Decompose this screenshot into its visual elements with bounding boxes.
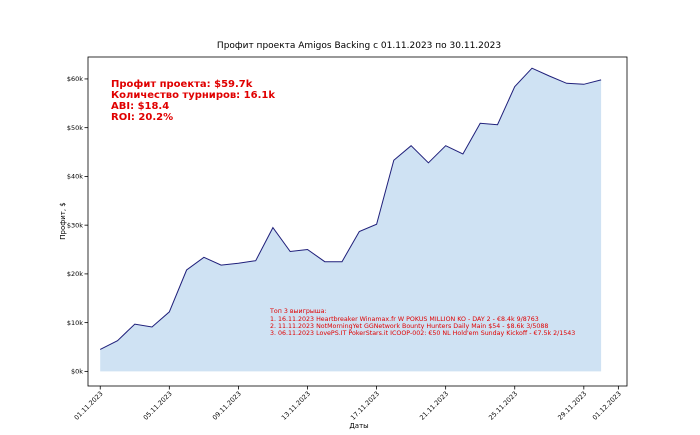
data-point-2023-11-19 xyxy=(410,144,413,147)
x-tick-label: 25.11.2023 xyxy=(487,390,519,422)
data-point-2023-11-13 xyxy=(306,248,309,251)
data-point-2023-11-17 xyxy=(375,223,378,226)
y-tick-label: $20k xyxy=(67,270,83,278)
data-point-2023-11-11 xyxy=(271,226,274,229)
x-tick-label: 17.11.2023 xyxy=(349,390,381,422)
y-tick-label: $30k xyxy=(67,221,83,229)
top-win-2: 2. 11.11.2023 NotMorningYet GGNetwork Bo… xyxy=(270,323,548,330)
top-wins-heading: Топ 3 выигрыша: xyxy=(269,308,327,315)
data-point-2023-11-29 xyxy=(582,83,585,86)
data-point-2023-11-07 xyxy=(202,256,205,259)
chart-title: Профит проекта Amigos Backing с 01.11.20… xyxy=(217,41,501,51)
data-point-2023-11-02 xyxy=(116,339,119,342)
stats-annotation: Профит проекта: $59.7k Количество турнир… xyxy=(111,78,275,123)
data-point-2023-11-01 xyxy=(99,348,102,351)
data-point-2023-11-23 xyxy=(479,122,482,125)
x-tick-label: 21.11.2023 xyxy=(418,390,450,422)
x-tick-label: 05.11.2023 xyxy=(142,390,174,422)
x-tick-label: 09.11.2023 xyxy=(211,390,243,422)
data-point-2023-11-08 xyxy=(220,264,223,267)
data-point-2023-11-26 xyxy=(531,67,534,70)
data-point-2023-11-18 xyxy=(392,159,395,162)
data-point-2023-11-04 xyxy=(151,326,154,329)
data-point-2023-11-06 xyxy=(185,268,188,271)
y-tick-label: $50k xyxy=(67,124,83,132)
x-tick-label: 13.11.2023 xyxy=(280,390,312,422)
y-axis-ticks: $0k $10k $20k $30k $40k $50k $60k xyxy=(67,75,88,376)
stat-abi: ABI: $18.4 xyxy=(111,101,169,112)
stat-tournaments: Количество турниров: 16.1k xyxy=(111,90,275,101)
data-point-2023-11-22 xyxy=(461,152,464,155)
data-point-2023-11-12 xyxy=(289,250,292,253)
data-point-2023-11-20 xyxy=(427,161,430,164)
data-point-2023-11-30 xyxy=(600,78,603,81)
x-tick-label: 29.11.2023 xyxy=(556,390,588,422)
stat-roi: ROI: 20.2% xyxy=(111,112,173,123)
x-axis-label: Даты xyxy=(349,422,368,430)
data-point-2023-11-14 xyxy=(323,260,326,263)
y-tick-label: $0k xyxy=(71,368,83,376)
stat-profit: Профит проекта: $59.7k xyxy=(111,78,253,90)
data-point-2023-11-15 xyxy=(341,260,344,263)
y-axis-label: Профит, $ xyxy=(59,202,67,240)
y-tick-label: $60k xyxy=(67,75,83,83)
data-point-2023-11-10 xyxy=(254,259,257,262)
data-point-2023-11-05 xyxy=(168,310,171,313)
plot-frame xyxy=(87,56,628,387)
data-point-2023-11-16 xyxy=(358,230,361,233)
y-tick-label: $10k xyxy=(67,319,83,327)
top-win-3: 3. 06.11.2023 LovePS.IT PokerStars.it IC… xyxy=(270,330,575,337)
top-win-1: 1. 16.11.2023 Heartbreaker Winamax.fr W … xyxy=(270,316,539,323)
data-point-2023-11-03 xyxy=(133,323,136,326)
profit-series-line xyxy=(99,67,602,350)
x-tick-label: 01.12.2023 xyxy=(591,390,623,422)
data-point-2023-11-09 xyxy=(237,262,240,265)
plot-area xyxy=(99,67,602,372)
data-point-2023-11-24 xyxy=(496,123,499,126)
y-tick-label: $40k xyxy=(67,173,83,181)
x-axis-ticks: 01.11.2023 05.11.2023 09.11.2023 13.11.2023… xyxy=(73,386,623,422)
x-tick-label: 01.11.2023 xyxy=(73,390,105,422)
data-point-2023-11-27 xyxy=(548,75,551,78)
data-point-2023-11-25 xyxy=(513,85,516,88)
data-point-2023-11-28 xyxy=(565,82,568,85)
profit-area-fill xyxy=(100,68,602,372)
data-point-2023-11-21 xyxy=(444,144,447,147)
top-wins-annotation: Топ 3 выигрыша: 1. 16.11.2023 Heartbreak… xyxy=(269,308,575,337)
